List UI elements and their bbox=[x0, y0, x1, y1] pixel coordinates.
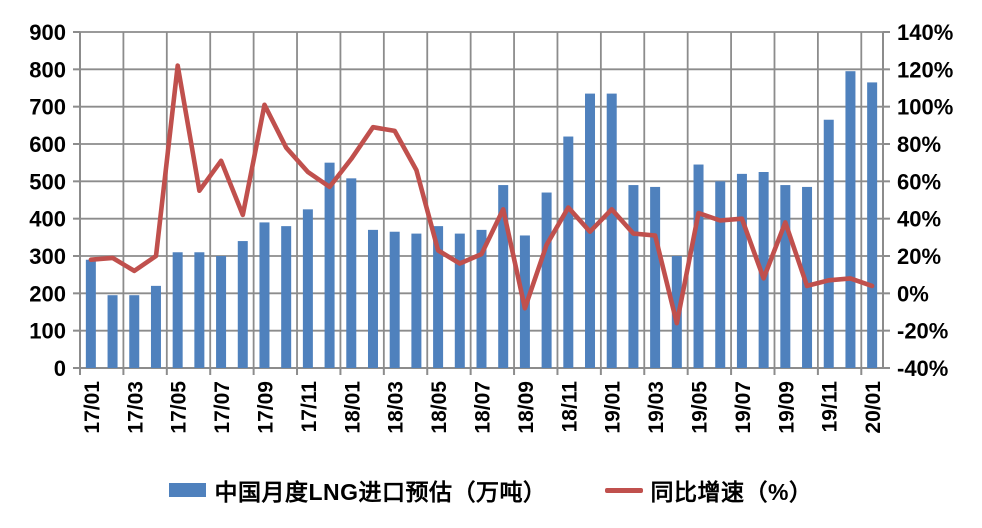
bar-19/12 bbox=[845, 71, 856, 368]
bar-18/07 bbox=[476, 229, 487, 368]
legend-item-bars: 中国月度LNG进口预估（万吨） bbox=[169, 473, 546, 507]
right-axis-label: 140% bbox=[897, 20, 953, 45]
right-axis-label: -40% bbox=[897, 356, 948, 381]
x-axis-label: 18/01 bbox=[341, 381, 364, 434]
bar-19/02 bbox=[628, 185, 639, 368]
bar-19/09 bbox=[780, 185, 791, 368]
x-axis-label: 19/09 bbox=[775, 381, 798, 434]
bar-18/02 bbox=[367, 229, 378, 368]
bar-17/05 bbox=[172, 252, 183, 368]
x-axis-label: 19/05 bbox=[689, 381, 712, 434]
right-axis-label: 60% bbox=[897, 169, 941, 194]
bar-19/07 bbox=[736, 173, 747, 368]
x-axis-label: 18/11 bbox=[558, 381, 581, 433]
bar-18/06 bbox=[454, 233, 465, 368]
bar-17/04 bbox=[150, 285, 161, 368]
left-axis-label: 900 bbox=[29, 20, 66, 45]
right-axis-label: 0% bbox=[897, 281, 929, 306]
growth-line bbox=[88, 63, 875, 326]
bar-17/10 bbox=[281, 226, 292, 368]
bar-series-swatch bbox=[169, 483, 207, 497]
bar-18/10 bbox=[541, 192, 552, 368]
x-axis-label: 18/07 bbox=[472, 381, 495, 434]
x-axis-label: 17/09 bbox=[255, 381, 278, 434]
bar-18/11 bbox=[563, 136, 574, 368]
bar-19/01 bbox=[606, 93, 617, 368]
right-axis-label: 120% bbox=[897, 57, 953, 82]
right-axis-label: 100% bbox=[897, 95, 953, 120]
bar-17/09 bbox=[259, 222, 270, 368]
x-axis-label: 17/01 bbox=[81, 381, 104, 434]
x-axis-label: 19/11 bbox=[819, 381, 842, 433]
line-series-swatch bbox=[604, 487, 643, 493]
left-axis-label: 600 bbox=[29, 132, 66, 157]
bar-19/11 bbox=[823, 119, 834, 368]
x-axis-label: 20/01 bbox=[862, 381, 885, 434]
left-axis-label: 500 bbox=[29, 169, 66, 194]
left-axis-label: 100 bbox=[29, 319, 66, 344]
bar-20/01 bbox=[867, 82, 878, 369]
x-axis-label: 18/09 bbox=[515, 381, 538, 434]
bar-17/06 bbox=[194, 252, 205, 368]
bar-18/03 bbox=[389, 231, 400, 368]
bar-18/08 bbox=[498, 185, 509, 368]
left-axis-label: 300 bbox=[29, 244, 66, 269]
legend: 中国月度LNG进口预估（万吨） 同比增速（%） bbox=[0, 469, 982, 511]
line-series-label: 同比增速（%） bbox=[650, 479, 813, 505]
left-axis-label: 200 bbox=[29, 281, 66, 306]
x-axis-label: 17/03 bbox=[124, 381, 147, 434]
bar-17/03 bbox=[129, 295, 140, 368]
left-axis-label: 700 bbox=[29, 95, 66, 120]
bar-17/02 bbox=[107, 295, 118, 368]
right-axis-label: 40% bbox=[897, 207, 941, 232]
x-axis-label: 19/07 bbox=[732, 381, 755, 434]
right-axis-label: 20% bbox=[897, 244, 941, 269]
bar-17/11 bbox=[302, 209, 313, 368]
x-axis-label: 18/05 bbox=[428, 381, 451, 434]
legend-item-line: 同比增速（%） bbox=[604, 473, 813, 507]
left-axis-label: 0 bbox=[54, 356, 66, 381]
bar-19/06 bbox=[715, 181, 726, 368]
bar-18/04 bbox=[411, 233, 422, 368]
bar-19/03 bbox=[650, 186, 661, 368]
x-axis-label: 17/11 bbox=[298, 381, 321, 433]
left-axis-label: 400 bbox=[29, 207, 66, 232]
right-axis-label: -20% bbox=[897, 319, 948, 344]
bar-19/05 bbox=[693, 164, 704, 368]
bar-17/01 bbox=[85, 259, 96, 368]
x-axis-label: 19/03 bbox=[645, 381, 668, 434]
x-axis-label: 17/05 bbox=[168, 381, 191, 434]
x-axis-label: 17/07 bbox=[211, 381, 234, 434]
right-axis-label: 80% bbox=[897, 132, 941, 157]
bar-18/01 bbox=[346, 178, 357, 368]
bar-18/05 bbox=[433, 226, 444, 368]
x-axis-label: 18/03 bbox=[385, 381, 408, 434]
x-axis-label: 19/01 bbox=[602, 381, 625, 434]
bar-19/10 bbox=[802, 186, 813, 368]
left-axis-label: 800 bbox=[29, 57, 66, 82]
bar-17/08 bbox=[237, 241, 248, 368]
bar-19/08 bbox=[758, 172, 769, 368]
bar-series-label: 中国月度LNG进口预估（万吨） bbox=[214, 479, 547, 505]
bar-17/07 bbox=[216, 256, 227, 368]
bar-17/12 bbox=[324, 162, 335, 368]
